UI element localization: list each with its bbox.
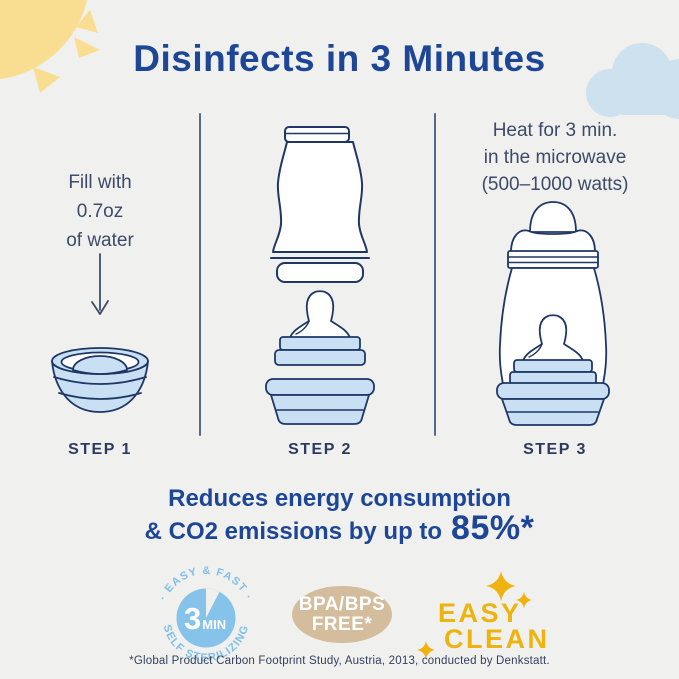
cloud-icon [586,43,679,119]
impact-statement-highlight: 85%* [451,509,535,547]
bpa-free-line2: FREE* [311,613,373,635]
step2-label: STEP 2 [288,441,352,458]
step3-label: STEP 3 [523,441,587,458]
sun-icon [0,0,100,93]
step1-instruction-line: 0.7oz [76,201,124,222]
step3-instruction-line: (500–1000 watts) [481,174,629,195]
impact-statement-prefix: & CO2 emissions by up to [144,518,443,545]
footnote: *Global Product Carbon Footprint Study, … [129,655,550,667]
water-bowl-illustration [51,347,149,413]
step3-instruction: Heat for 3 min. in the microwave (500–10… [445,117,665,198]
timer-hand-wedge [206,588,220,618]
timer-value-text: 3MIN [184,601,226,636]
step1-label: STEP 1 [68,441,132,458]
assembled-bottle-illustration [496,201,610,426]
impact-statement-line2: & CO2 emissions by up to 85%* [0,509,679,548]
step1-instruction: Fill with 0.7oz of water [25,168,175,255]
bpa-free-line1: BPA/BPS [298,593,386,615]
bpa-free-badge: BPA/BPS FREE* [292,586,392,643]
step-divider-2 [434,113,436,436]
self-sterilizing-badge: 3MIN · EASY & FAST · SELF STERILIZING [157,565,253,664]
sparkles-icon [417,571,533,659]
step3-instruction-line: in the microwave [483,147,627,168]
step-divider-1 [199,113,201,436]
timer-value: 3 [184,601,201,636]
easy-clean-line2: CLEAN [444,624,550,654]
disassembled-bottle-illustration [265,126,375,425]
step1-instruction-line: Fill with [68,172,132,193]
step1-instruction-line: of water [66,230,134,251]
down-arrow-icon [91,253,109,315]
step3-instruction-line: Heat for 3 min. [492,120,618,141]
impact-statement-line1: Reduces energy consumption [168,485,511,512]
easy-clean-line1: EASY [438,598,522,628]
page-title: Disinfects in 3 Minutes [133,38,546,79]
timer-unit: MIN [202,617,226,632]
